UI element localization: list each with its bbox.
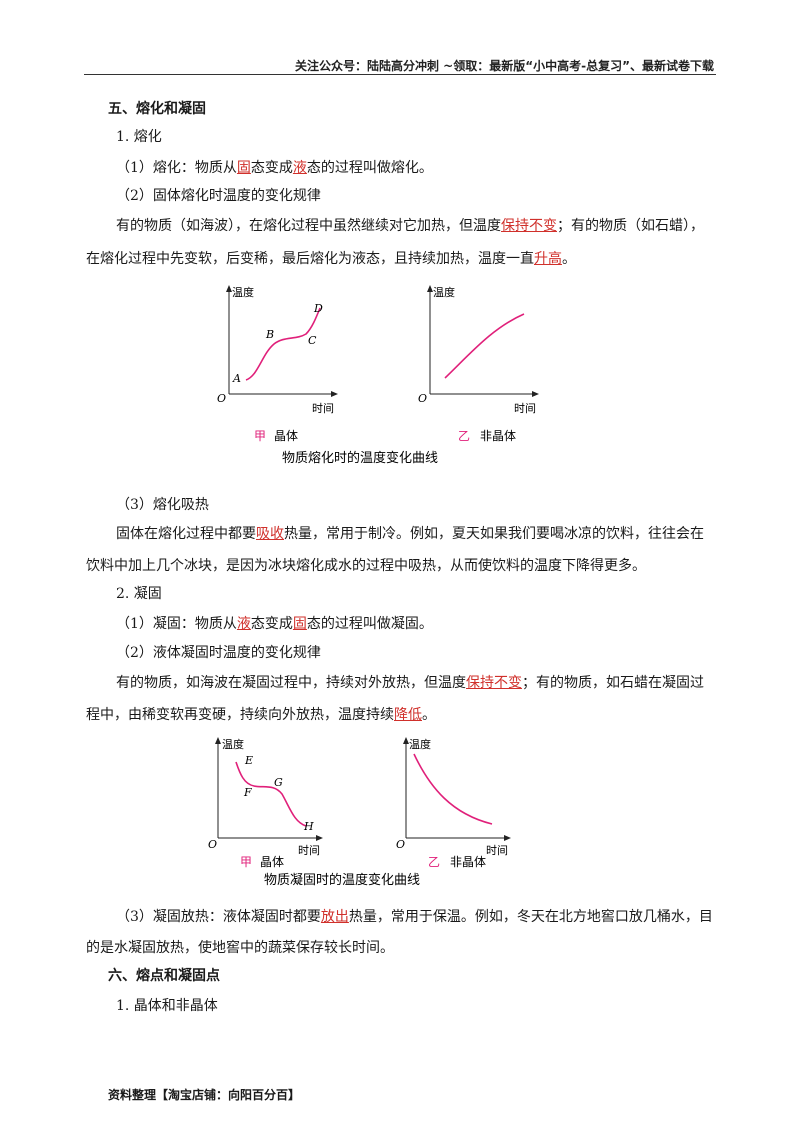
- origin-label: O: [418, 392, 427, 405]
- paragraph-solidification-release-2: 的是水凝固放热，使地窖中的蔬菜保存较长时间。: [86, 940, 394, 956]
- answer-blank: 吸收: [256, 526, 284, 542]
- x-axis-label: 时间: [514, 402, 536, 415]
- origin-label: O: [396, 838, 405, 851]
- page-footer: 资料整理【淘宝店铺：向阳百分百】: [108, 1088, 301, 1102]
- answer-blank: 液: [236, 616, 251, 632]
- answer-blank: 升高: [534, 251, 562, 267]
- paragraph-melting-def: （1）熔化：物质从固态变成液态的过程叫做熔化。: [116, 160, 433, 176]
- paragraph-solidification-rule-1: 有的物质，如海波在凝固过程中，持续对外放热，但温度保持不变；有的物质，如石蜡在凝…: [116, 675, 704, 691]
- subheading-crystal-amorphous: 1. 晶体和非晶体: [116, 998, 218, 1014]
- point-label: G: [274, 776, 283, 789]
- answer-blank: 固: [292, 616, 307, 632]
- x-axis-label: 时间: [298, 844, 320, 857]
- x-axis-label: 时间: [312, 402, 334, 415]
- paragraph-solidification-rule-2: 程中，由稀变软再变硬，持续向外放热，温度持续降低。: [86, 707, 436, 723]
- subheading-solidification: 2. 凝固: [116, 586, 162, 602]
- header-divider: [84, 74, 716, 75]
- crystal-solidification-curve: [235, 761, 307, 827]
- point-label: B: [265, 328, 274, 341]
- figure-tag: 甲: [240, 855, 252, 869]
- figure-tag: 甲: [254, 429, 266, 443]
- paragraph-melting-rule-title: （2）固体熔化时温度的变化规律: [116, 188, 321, 204]
- crystal-melting-curve: [245, 307, 321, 381]
- crystal-melting-graph: 温度 时间 O A B C D 甲 晶体: [217, 285, 338, 443]
- paragraph-melting-rule-1: 有的物质（如海波），在熔化过程中虽然继续对它加热，但温度保持不变；有的物质（如石…: [116, 218, 704, 234]
- melting-curves-figure: 温度 时间 O A B C D 甲 晶体 温度 时间 O 乙 非晶体 物质熔化时…: [217, 285, 539, 466]
- y-axis-label: 温度: [409, 737, 431, 751]
- section-heading-6: 六、熔点和凝固点: [108, 968, 220, 984]
- figure-tag-text: 晶体: [260, 855, 284, 869]
- amorphous-solidification-graph: 温度 时间 O 乙 非晶体: [396, 737, 511, 869]
- point-label: D: [313, 302, 323, 315]
- point-label: H: [303, 820, 314, 833]
- figure-caption: 物质凝固时的温度变化曲线: [264, 872, 420, 888]
- amorphous-melting-curve: [444, 313, 525, 379]
- figure-tag: 乙: [428, 855, 440, 869]
- page-header: 关注公众号：陆陆高分冲刺 ~领取：最新版“小中高考-总复习”、最新试卷下载: [295, 59, 714, 73]
- origin-label: O: [217, 392, 226, 405]
- solidification-curves-figure: 温度 时间 O E F G H 甲 晶体 温度 时间 O 乙 非晶体 物质凝固时…: [208, 737, 511, 888]
- paragraph-solidification-release-1: （3）凝固放热：液体凝固时都要放出热量，常用于保温。例如，冬天在北方地窖口放几桶…: [116, 909, 713, 925]
- paragraph-solidification-def: （1）凝固：物质从液态变成固态的过程叫做凝固。: [116, 616, 433, 632]
- paragraph-melting-rule-2: 在熔化过程中先变软，后变稀，最后熔化为液态，且持续加热，温度一直升高。: [86, 251, 576, 267]
- amorphous-solidification-curve: [413, 753, 493, 825]
- answer-blank: 液: [292, 160, 307, 176]
- point-label: C: [308, 334, 317, 347]
- figure-tag: 乙: [458, 429, 470, 443]
- paragraph-solidification-rule-title: （2）液体凝固时温度的变化规律: [116, 645, 321, 661]
- answer-blank: 放出: [320, 909, 349, 925]
- point-label: A: [232, 372, 241, 385]
- answer-blank: 降低: [394, 707, 422, 723]
- figure-tag-text: 非晶体: [480, 429, 516, 443]
- y-axis-label: 温度: [232, 285, 254, 299]
- paragraph-melting-absorb-2: 饮料中加上几个冰块，是因为冰块熔化成水的过程中吸热，从而使饮料的温度下降得更多。: [86, 558, 646, 574]
- figure-caption: 物质熔化时的温度变化曲线: [282, 450, 438, 466]
- figure-tag-text: 非晶体: [450, 855, 486, 869]
- answer-blank: 保持不变: [501, 218, 557, 234]
- amorphous-melting-graph: 温度 时间 O 乙 非晶体: [418, 285, 539, 443]
- y-axis-label: 温度: [433, 285, 455, 299]
- point-label: E: [244, 754, 253, 767]
- subheading-melting: 1. 熔化: [116, 129, 162, 145]
- paragraph-melting-absorb-title: （3）熔化吸热: [116, 497, 209, 513]
- point-label: F: [243, 786, 252, 799]
- origin-label: O: [208, 838, 217, 851]
- y-axis-label: 温度: [222, 737, 244, 751]
- crystal-solidification-graph: 温度 时间 O E F G H 甲 晶体: [208, 737, 323, 869]
- answer-blank: 保持不变: [466, 675, 522, 691]
- section-heading-5: 五、熔化和凝固: [108, 101, 206, 117]
- x-axis-label: 时间: [486, 844, 508, 857]
- paragraph-melting-absorb-1: 固体在熔化过程中都要吸收热量，常用于制冷。例如，夏天如果我们要喝冰凉的饮料，往往…: [116, 526, 704, 542]
- answer-blank: 固: [236, 160, 251, 176]
- figure-tag-text: 晶体: [274, 429, 298, 443]
